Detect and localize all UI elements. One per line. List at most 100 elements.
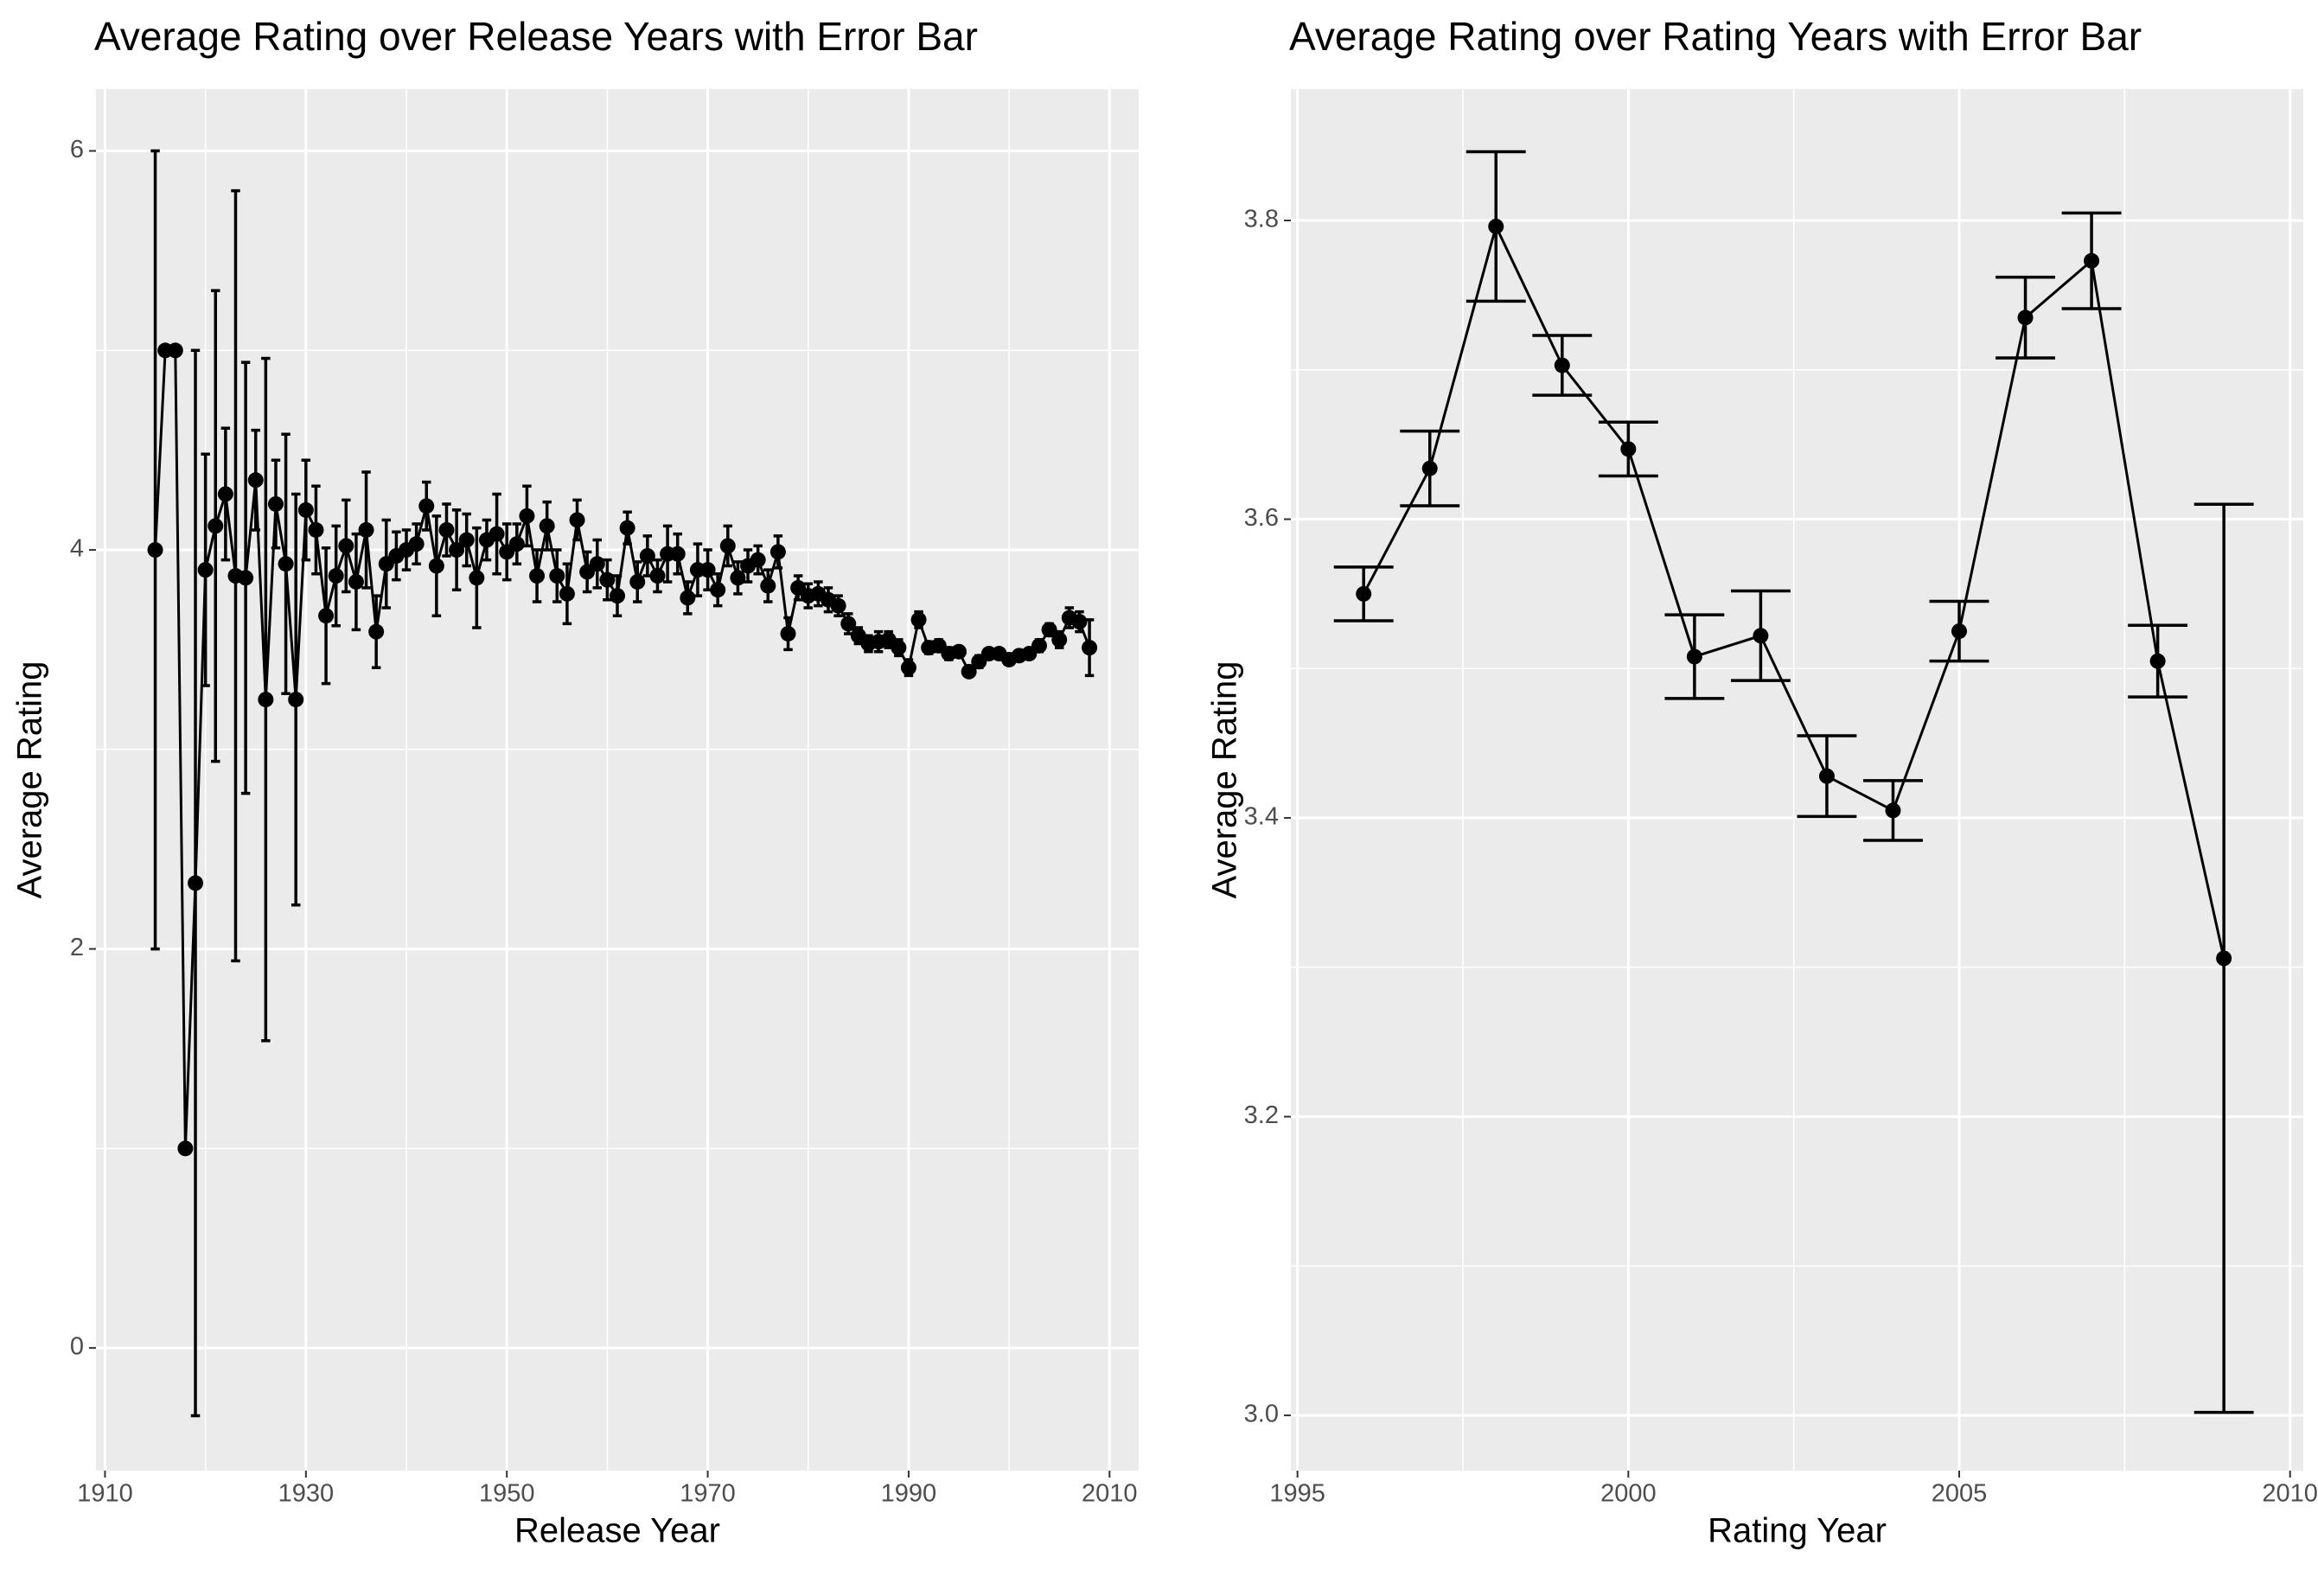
x-tick-label: 1995 xyxy=(1269,1480,1325,1508)
data-point xyxy=(710,582,726,598)
data-line xyxy=(1362,222,2225,959)
data-point xyxy=(418,498,435,514)
x-axis-label: Release Year xyxy=(514,1512,720,1550)
data-point xyxy=(428,558,444,574)
chart-title: Average Rating over Rating Years with Er… xyxy=(1289,14,2142,59)
y-tick-label: 3.2 xyxy=(1244,1101,1279,1129)
data-point xyxy=(469,570,485,586)
data-point xyxy=(830,597,846,614)
x-tick-label: 1950 xyxy=(479,1480,535,1508)
data-point xyxy=(1554,357,1570,373)
data-point xyxy=(508,536,525,552)
x-tick-label: 1930 xyxy=(278,1480,335,1508)
data-point xyxy=(368,623,385,640)
data-point xyxy=(549,568,565,584)
y-tick-label: 2 xyxy=(70,934,84,961)
y-tick-label: 4 xyxy=(70,535,84,563)
data-point xyxy=(358,521,374,538)
data-point xyxy=(147,542,163,559)
data-point xyxy=(569,512,585,528)
data-point xyxy=(2216,950,2232,967)
data-point xyxy=(730,570,746,586)
data-point xyxy=(750,552,766,568)
data-point xyxy=(308,521,324,538)
data-point xyxy=(529,568,546,584)
data-point xyxy=(1041,622,1057,638)
data-point xyxy=(1753,628,1769,644)
data-point xyxy=(910,611,927,628)
data-point xyxy=(719,538,736,554)
data-point xyxy=(699,562,716,578)
data-point xyxy=(1885,802,1901,819)
data-point xyxy=(208,518,224,534)
data-point xyxy=(489,526,505,542)
chart-title: Average Rating over Release Years with E… xyxy=(94,14,978,59)
data-point xyxy=(177,1140,194,1157)
x-tick-label: 2005 xyxy=(1932,1480,1988,1508)
y-axis-label: Average Rating xyxy=(11,661,49,899)
data-point xyxy=(769,544,786,560)
data-point xyxy=(760,578,776,594)
data-point xyxy=(328,568,344,584)
data-point xyxy=(539,518,555,534)
data-point xyxy=(197,562,214,578)
data-point xyxy=(669,546,686,562)
x-tick-label: 2000 xyxy=(1600,1480,1657,1508)
x-tick-label: 1910 xyxy=(77,1480,133,1508)
data-point xyxy=(559,585,575,602)
data-point xyxy=(449,542,465,559)
x-tick-label: 1990 xyxy=(881,1480,937,1508)
data-point xyxy=(188,875,204,891)
data-point xyxy=(1356,585,1372,602)
y-tick-label: 3.0 xyxy=(1244,1401,1279,1428)
data-point xyxy=(438,521,455,538)
data-point xyxy=(619,520,635,536)
data-point xyxy=(1818,768,1835,784)
data-point xyxy=(519,508,535,524)
data-point xyxy=(2017,310,2034,326)
y-tick-label: 6 xyxy=(70,136,84,163)
y-tick-label: 3.6 xyxy=(1244,504,1279,532)
data-point xyxy=(1031,637,1047,654)
data-point xyxy=(278,556,294,572)
data-point xyxy=(2084,252,2100,269)
data-point xyxy=(238,570,254,586)
x-tick-label: 2010 xyxy=(2262,1480,2318,1508)
data-point xyxy=(1951,623,1968,640)
data-point xyxy=(247,472,264,488)
data-point xyxy=(217,486,233,502)
y-tick-label: 3.8 xyxy=(1244,206,1279,233)
y-tick-label: 3.4 xyxy=(1244,803,1279,831)
x-tick-label: 1970 xyxy=(680,1480,736,1508)
data-point xyxy=(840,616,857,632)
data-point xyxy=(458,532,475,548)
data-point xyxy=(629,573,646,590)
data-point xyxy=(780,625,796,642)
data-point xyxy=(1488,218,1504,234)
y-axis-label: Average Rating xyxy=(1206,661,1244,899)
data-point xyxy=(900,660,916,676)
plot-background xyxy=(1291,89,2303,1471)
data-point xyxy=(1421,460,1438,476)
data-point xyxy=(1082,640,1098,656)
y-tick-label: 0 xyxy=(70,1333,84,1361)
data-point xyxy=(951,643,967,660)
data-point xyxy=(1071,614,1088,630)
data-point xyxy=(408,536,425,552)
x-axis-label: Rating Year xyxy=(1708,1512,1887,1550)
data-point xyxy=(589,556,605,572)
data-point xyxy=(891,640,907,656)
data-point xyxy=(318,608,335,624)
plot-background xyxy=(96,89,1139,1471)
data-point xyxy=(610,588,625,604)
data-point xyxy=(639,547,655,564)
data-point xyxy=(297,501,314,518)
data-point xyxy=(680,590,696,606)
data-point xyxy=(267,495,284,512)
data-point xyxy=(258,692,274,708)
data-point xyxy=(599,571,616,588)
data-point xyxy=(348,573,364,590)
data-point xyxy=(961,663,977,680)
data-point xyxy=(649,568,666,584)
